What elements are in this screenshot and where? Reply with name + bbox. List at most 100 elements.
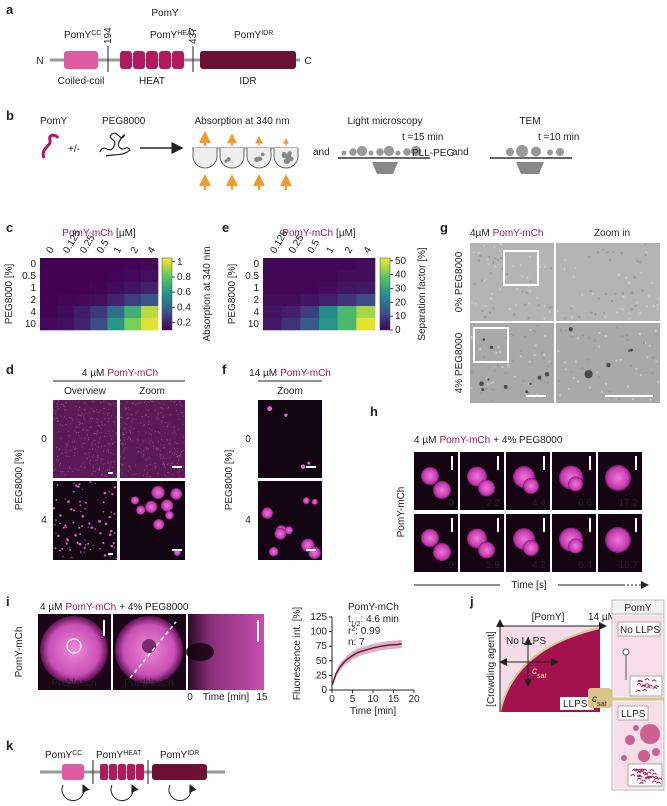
grain (539, 378, 542, 381)
speckle (180, 402, 182, 404)
y-tick-label: 0 (253, 259, 259, 270)
speckle (157, 473, 159, 475)
speckle (146, 475, 148, 477)
peg-icon (99, 132, 131, 157)
speckle (73, 430, 75, 432)
grain (498, 351, 501, 354)
grain (477, 259, 480, 262)
speckle (86, 457, 88, 459)
speckle (140, 422, 142, 424)
panel-label: g (440, 220, 448, 235)
speckle (174, 431, 176, 433)
heat-repeat (146, 51, 158, 69)
speckle (173, 429, 175, 431)
particle (283, 158, 290, 165)
speckle (96, 431, 98, 433)
speckle (173, 401, 175, 403)
droplet (605, 465, 631, 491)
speckle (88, 437, 90, 439)
grain (626, 338, 629, 341)
heatmap-cell (281, 294, 301, 307)
grain (644, 254, 647, 257)
panel-label: j (469, 594, 474, 609)
droplet (568, 538, 583, 554)
grain (578, 315, 581, 318)
speckle (85, 409, 87, 411)
speckle (59, 464, 61, 466)
speckle (65, 455, 67, 457)
assay-title: Absorption at 340 nm (194, 116, 289, 127)
x-tick-label: 2 (129, 245, 142, 256)
speckle (159, 458, 161, 460)
grain (528, 382, 531, 385)
speckle (163, 415, 165, 417)
time: t =10 min (538, 132, 579, 143)
speckle (103, 408, 105, 410)
heatmap-cell (337, 318, 357, 331)
speckle (125, 423, 127, 425)
grain (490, 400, 493, 403)
speckle (123, 434, 125, 436)
speckle (180, 404, 182, 406)
cartoon-title: PomY (624, 603, 652, 614)
heatmap-cell (263, 270, 282, 283)
y-axis-label: Fluorescence int. [%] (292, 607, 303, 701)
speckle (73, 455, 75, 457)
heat-repeat (127, 764, 135, 780)
label-bg (560, 697, 594, 710)
heatmap-cell (90, 282, 108, 295)
cc-domain (62, 764, 84, 780)
grain (522, 379, 525, 382)
speckle (107, 412, 109, 414)
heatmap-cell (56, 282, 75, 295)
domain-name: PomYCC (64, 30, 101, 42)
grain (542, 356, 545, 359)
grain (621, 308, 624, 311)
droplet (59, 549, 61, 552)
csat-label: csat (532, 666, 547, 680)
protein-squiggle (635, 769, 641, 772)
speckle (159, 455, 161, 457)
grain (505, 273, 508, 276)
grain (645, 251, 648, 254)
speckle (106, 450, 108, 452)
condensate (621, 755, 627, 761)
grain (496, 364, 499, 367)
speckle (177, 447, 179, 449)
heatmap-cell (300, 318, 320, 331)
heatmap-cell (73, 294, 91, 307)
x-tick-label: 1 (112, 245, 125, 256)
grain (528, 302, 531, 305)
recovery-line (331, 643, 402, 686)
speckle (82, 443, 84, 445)
speckle (53, 419, 55, 421)
grain (536, 393, 539, 396)
speckle (101, 458, 103, 460)
speckle (182, 423, 184, 425)
droplet (136, 505, 146, 515)
speckle (92, 401, 94, 403)
grain (647, 294, 650, 297)
well (219, 148, 245, 169)
speckle (107, 452, 109, 454)
timestamp: 1.9 (486, 560, 500, 571)
speckle (167, 462, 169, 464)
region-label: No LLPS (506, 636, 546, 647)
grain (651, 371, 654, 374)
particle (260, 152, 265, 157)
heatmap-cell (73, 258, 91, 271)
speckle (90, 417, 92, 419)
grain (484, 316, 487, 319)
colorbar-label: Separation factor [%] (417, 247, 428, 341)
grain (571, 335, 574, 338)
speckle (127, 406, 129, 408)
x-max-label: 14 µM (588, 612, 616, 623)
droplet (84, 501, 87, 504)
speckle (166, 439, 168, 441)
droplet (433, 543, 451, 561)
y-axis-label: PomY-mCh (396, 487, 407, 538)
speckle (57, 459, 59, 461)
grain (499, 257, 502, 260)
speckle (57, 455, 59, 457)
